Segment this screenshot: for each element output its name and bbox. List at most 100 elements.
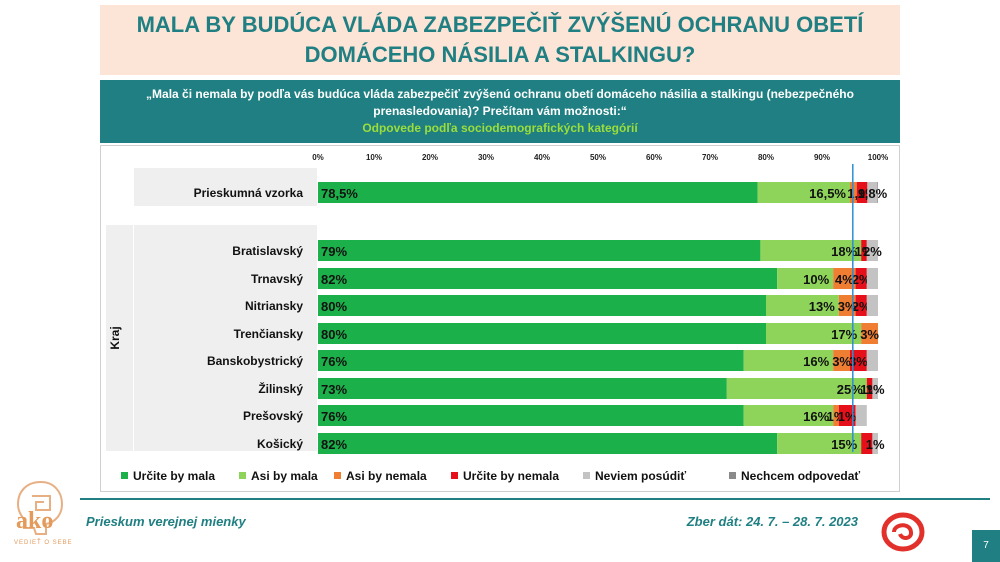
x-tick-label: 60%: [646, 153, 662, 162]
bar-segment: [766, 323, 862, 344]
x-tick-label: 90%: [814, 153, 830, 162]
data-label: 16,5%: [809, 186, 846, 201]
logo-wordmark: ako: [16, 508, 54, 534]
bar-segment: [833, 405, 839, 426]
data-label: 17%: [831, 327, 857, 342]
bar-segment: [861, 240, 867, 261]
legend-label: Určite by nemala: [463, 469, 559, 483]
x-tick-label: 0%: [312, 153, 324, 162]
data-label: 2%: [863, 244, 882, 259]
category-label: Košický: [257, 437, 303, 451]
bar-segment: [318, 378, 727, 399]
bar-segment: [318, 240, 761, 261]
x-tick-label: 20%: [422, 153, 438, 162]
data-label: 16%: [803, 409, 829, 424]
x-tick-label: 40%: [534, 153, 550, 162]
data-label: 4%: [835, 272, 854, 287]
bar-segment: [318, 433, 778, 454]
chart-frame: 0% 10% 20% 30% 40% 50% 60% 70% 80% 90% 100% Kraj Pri…: [100, 145, 900, 492]
data-label: 73%: [321, 382, 347, 397]
page-title: MALA BY BUDÚCA VLÁDA ZABEZPEČIŤ ZVÝŠENÚ …: [137, 10, 864, 70]
data-label: 1%: [838, 409, 857, 424]
stacked-bar-chart: 0% 10% 20% 30% 40% 50% 60% 70% 80% 90% 100% Kraj Pri…: [106, 153, 888, 483]
bar-segment: [833, 268, 856, 289]
x-tick-label: 10%: [366, 153, 382, 162]
category-label: Nitriansky: [245, 299, 303, 313]
data-label: 18%: [831, 244, 857, 259]
bar-segment: [838, 295, 856, 316]
bar-segment: [866, 268, 878, 289]
bar-segment: [726, 378, 867, 399]
data-label: 25%: [837, 382, 863, 397]
bar-segment: [743, 350, 834, 371]
title-box: MALA BY BUDÚCA VLÁDA ZABEZPEČIŤ ZVÝŠENÚ …: [100, 5, 900, 75]
ako-head-logo-icon: [16, 480, 64, 535]
bar-segment: [855, 295, 867, 316]
sample-label-panel: [134, 168, 317, 206]
footer-survey-label: Prieskum verejnej mienky: [86, 514, 246, 529]
x-tick-label: 30%: [478, 153, 494, 162]
category-label: Bratislavský: [232, 244, 303, 258]
footer-date-range: Zber dát: 24. 7. – 28. 7. 2023: [686, 514, 858, 529]
legend-label: Určite by mala: [133, 469, 215, 483]
bar-segment: [872, 378, 878, 399]
data-label: 16%: [803, 354, 829, 369]
legend-swatch: [121, 472, 128, 479]
category-label: Prešovský: [243, 409, 303, 423]
data-label: 78,5%: [321, 186, 358, 201]
group-axis-label: Kraj: [108, 326, 122, 349]
data-label: 2%: [852, 272, 871, 287]
data-label: 13%: [809, 299, 835, 314]
data-label: 82%: [321, 437, 347, 452]
category-label: Trenčiansky: [234, 327, 304, 341]
bar-segment: [757, 182, 850, 203]
legend-swatch: [334, 472, 341, 479]
bar-segment: [872, 433, 878, 454]
legend-label: Nechcem odpovedať: [741, 469, 860, 483]
bar-segment: [318, 323, 766, 344]
bar-segment: [833, 350, 850, 371]
x-tick-label: 80%: [758, 153, 774, 162]
data-label: 1%: [866, 437, 885, 452]
legend-swatch: [239, 472, 246, 479]
x-tick-label: 50%: [590, 153, 606, 162]
x-tick-label: 100%: [868, 153, 888, 162]
legend-label: Asi by mala: [251, 469, 318, 483]
bar-segment: [856, 182, 868, 203]
legend-label: Neviem posúdiť: [595, 469, 686, 483]
bar-segment: [850, 350, 867, 371]
bar-segment: [855, 268, 867, 289]
bar-segment: [866, 378, 873, 399]
page-number: 7: [972, 530, 1000, 562]
data-label: 10%: [803, 272, 829, 287]
data-label: 15%: [831, 437, 857, 452]
bar-segment: [867, 182, 878, 203]
legend-swatch: [729, 472, 736, 479]
question-line-1: „Mala či nemala by podľa vás budúca vlád…: [146, 87, 854, 101]
bar-segment: [318, 295, 766, 316]
bar-segment: [777, 268, 834, 289]
bar-segment: [318, 182, 758, 203]
bar-segment: [866, 240, 878, 261]
bar-segment: [318, 405, 744, 426]
bar-segment: [855, 405, 867, 426]
region-label-panel: [134, 225, 317, 451]
swirl-logo-icon: [881, 512, 925, 552]
data-label: 1%: [866, 382, 885, 397]
bar-segment: [866, 295, 878, 316]
category-label: Banskobystrický: [207, 354, 303, 368]
bar-segment: [766, 295, 839, 316]
bar-segment: [318, 350, 744, 371]
bar-segment: [866, 350, 878, 371]
bar-segment: [318, 268, 778, 289]
category-label: Žilinský: [258, 381, 303, 396]
data-label: 3%: [832, 354, 851, 369]
group-label-panel: [106, 225, 133, 451]
bar-segment: [861, 433, 873, 454]
question-line-2: prenasledovania)? Prečítam vám možnosti:…: [373, 104, 627, 118]
bar-segment: [743, 405, 834, 426]
legend-swatch: [583, 472, 590, 479]
bar-segment: [877, 182, 878, 203]
data-label: 76%: [321, 354, 347, 369]
data-label: 80%: [321, 327, 347, 342]
